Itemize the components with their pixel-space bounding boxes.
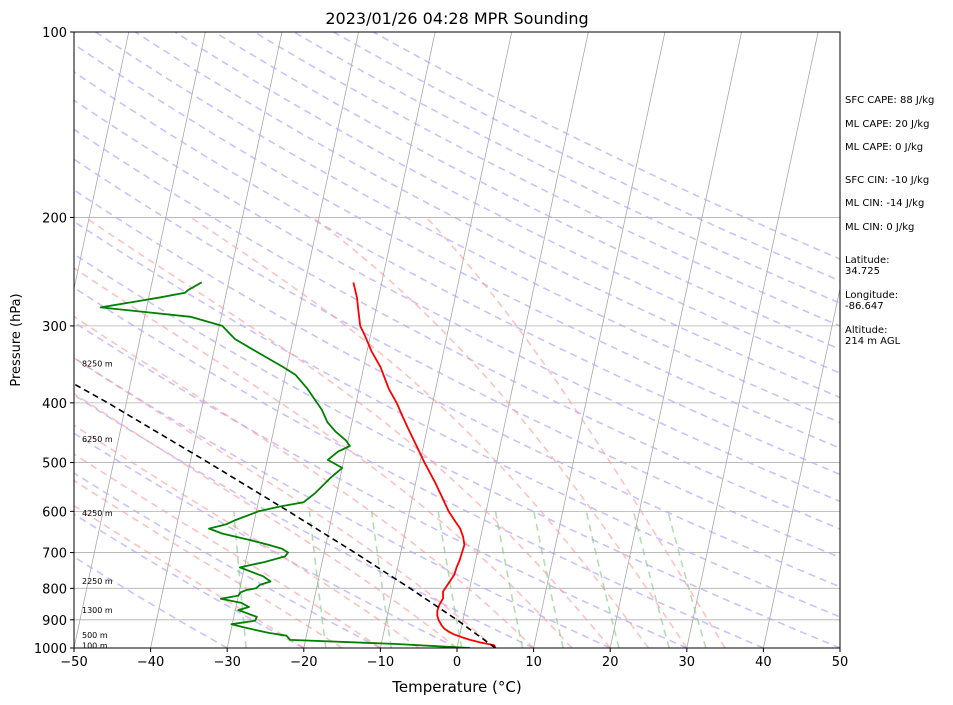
mixing-ratio-line	[585, 511, 620, 648]
mixing-ratio-line	[308, 511, 327, 648]
dry-adiabat-line	[74, 432, 458, 648]
sfc-cin-text: SFC CIN: -10 J/kg	[845, 175, 930, 186]
ml-cape-text-2: ML CAPE: 0 J/kg	[845, 142, 924, 153]
y-tick-label: 100	[42, 26, 67, 41]
x-tick-label: −10	[367, 655, 394, 670]
moist-adiabat-line	[190, 216, 650, 648]
x-tick-label: 50	[832, 655, 849, 670]
isotherm-line	[686, 32, 819, 648]
dry-adiabat-line	[74, 555, 228, 648]
moist-adiabat-line	[74, 267, 573, 648]
plot-frame	[73, 31, 841, 649]
chart-title: 2023/01/26 04:28 MPR Sounding	[325, 9, 588, 28]
latitude-label: Latitude:	[845, 255, 890, 266]
height-label: 500 m	[82, 631, 108, 640]
moist-adiabat-line	[74, 479, 343, 648]
height-label: 6250 m	[82, 435, 113, 444]
dry-adiabat-line	[74, 158, 840, 559]
x-tick-label: −20	[290, 655, 317, 670]
isotherm-line	[74, 32, 130, 291]
dry-adiabat-line	[74, 513, 305, 648]
dry-adiabat-line	[74, 43, 840, 449]
dry-adiabat-line	[74, 189, 840, 588]
y-tick-label: 300	[42, 320, 67, 335]
sfc-cape-text: SFC CAPE: 88 J/kg	[845, 95, 935, 106]
mixing-ratio-line	[370, 511, 393, 648]
ml-cape-text: ML CAPE: 20 J/kg	[845, 119, 930, 130]
x-axis-label: Temperature (°C)	[391, 678, 521, 696]
x-tick-label: 40	[755, 655, 772, 670]
y-tick-label: 1000	[34, 642, 67, 657]
dry-adiabat-line	[333, 32, 840, 282]
dry-adiabat-line	[372, 32, 840, 260]
x-tick-label: −50	[60, 655, 87, 670]
height-label: 1300 m	[82, 606, 113, 615]
isotherm-line	[226, 32, 359, 648]
dry-adiabat-line	[74, 71, 840, 476]
height-label: 100 m	[82, 641, 108, 650]
height-label: 2250 m	[82, 577, 113, 586]
y-tick-label: 500	[42, 457, 67, 472]
moist-adiabat-line	[74, 424, 420, 648]
dry-adiabat-line	[134, 32, 840, 399]
x-tick-label: 30	[679, 655, 696, 670]
height-label: 4250 m	[82, 509, 113, 518]
x-tick-label: −40	[137, 655, 164, 670]
x-tick-label: −30	[213, 655, 240, 670]
altitude-label: Altitude:	[845, 325, 888, 336]
longitude-label: Longitude:	[845, 290, 899, 301]
dry-adiabat-line	[74, 253, 840, 648]
x-tick-label: 0	[453, 655, 461, 670]
y-tick-label: 800	[42, 582, 67, 597]
isotherm-line	[763, 286, 840, 648]
moist-adiabat-line	[74, 452, 381, 648]
dry-adiabat-line	[74, 394, 534, 648]
y-tick-label: 400	[42, 397, 67, 412]
isotherm-line	[150, 32, 283, 648]
y-tick-label: 900	[42, 614, 67, 629]
ml-cin-text-2: ML CIN: 0 J/kg	[845, 222, 915, 233]
height-label: 8250 m	[82, 359, 113, 368]
dry-adiabat-line	[214, 32, 840, 351]
latitude-value: 34.725	[845, 266, 880, 277]
isotherm-line	[380, 32, 513, 648]
isotherm-line	[74, 32, 206, 648]
isotherm-line	[533, 32, 666, 648]
y-tick-label: 600	[42, 505, 67, 520]
dry-adiabat-line	[74, 357, 611, 648]
dry-adiabat-line	[74, 99, 840, 503]
dry-adiabat-line	[174, 32, 840, 374]
longitude-value: -86.647	[845, 301, 884, 312]
y-tick-label: 700	[42, 547, 67, 562]
x-tick-label: 10	[525, 655, 542, 670]
y-axis-label: Pressure (hPa)	[9, 293, 24, 386]
dry-adiabat-line	[253, 32, 840, 327]
mixing-ratio-line	[233, 511, 247, 648]
altitude-value: 214 m AGL	[845, 336, 901, 347]
isotherm-line	[456, 32, 589, 648]
isotherm-line	[609, 32, 742, 648]
isotherm-line	[303, 32, 436, 648]
dewpoint-profile-line	[99, 281, 471, 648]
moist-adiabat-line	[425, 216, 726, 648]
mixing-ratio-line	[632, 511, 670, 648]
dry-adiabat-line	[74, 321, 688, 648]
dry-adiabat-line	[95, 32, 840, 424]
dry-adiabat-line	[74, 286, 764, 648]
ml-cin-text: ML CIN: -14 J/kg	[845, 198, 925, 209]
y-tick-label: 200	[42, 211, 67, 226]
dry-adiabat-line	[74, 220, 840, 618]
x-tick-label: 20	[602, 655, 619, 670]
temperature-profile-line	[352, 282, 497, 648]
moist-adiabat-line	[84, 216, 611, 648]
